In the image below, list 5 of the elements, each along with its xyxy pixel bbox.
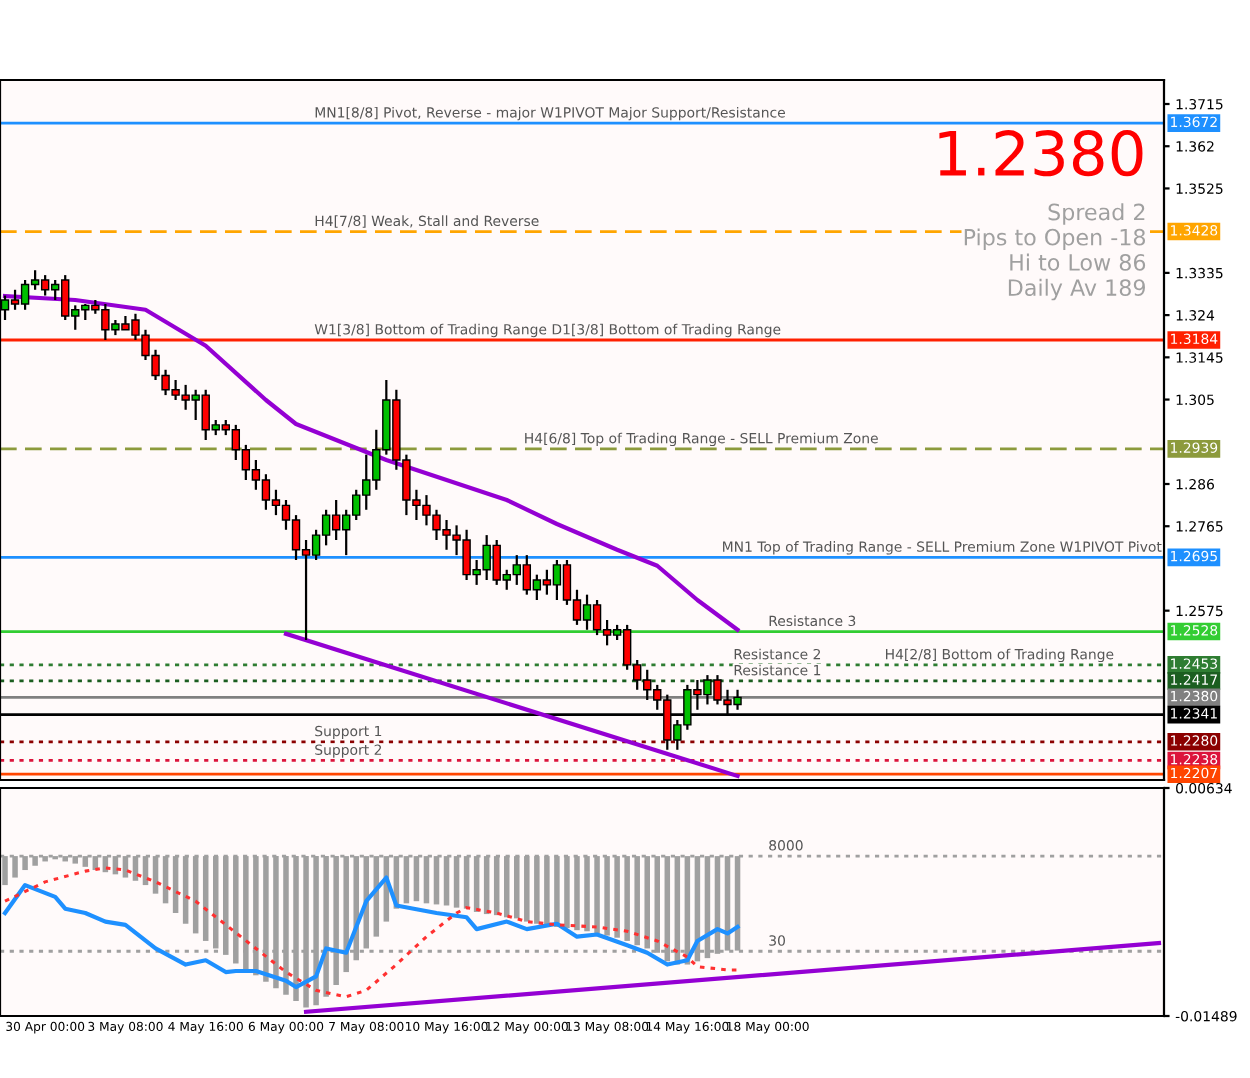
annotation: Daily Av 189 <box>1008 278 1145 301</box>
annotation: Pips to Open -18 <box>964 228 1146 250</box>
annotation: Spread 2 <box>1048 203 1145 225</box>
annotation: Hi to Low 86 <box>1010 253 1146 271</box>
annotation: 1.2380 <box>939 130 1143 177</box>
